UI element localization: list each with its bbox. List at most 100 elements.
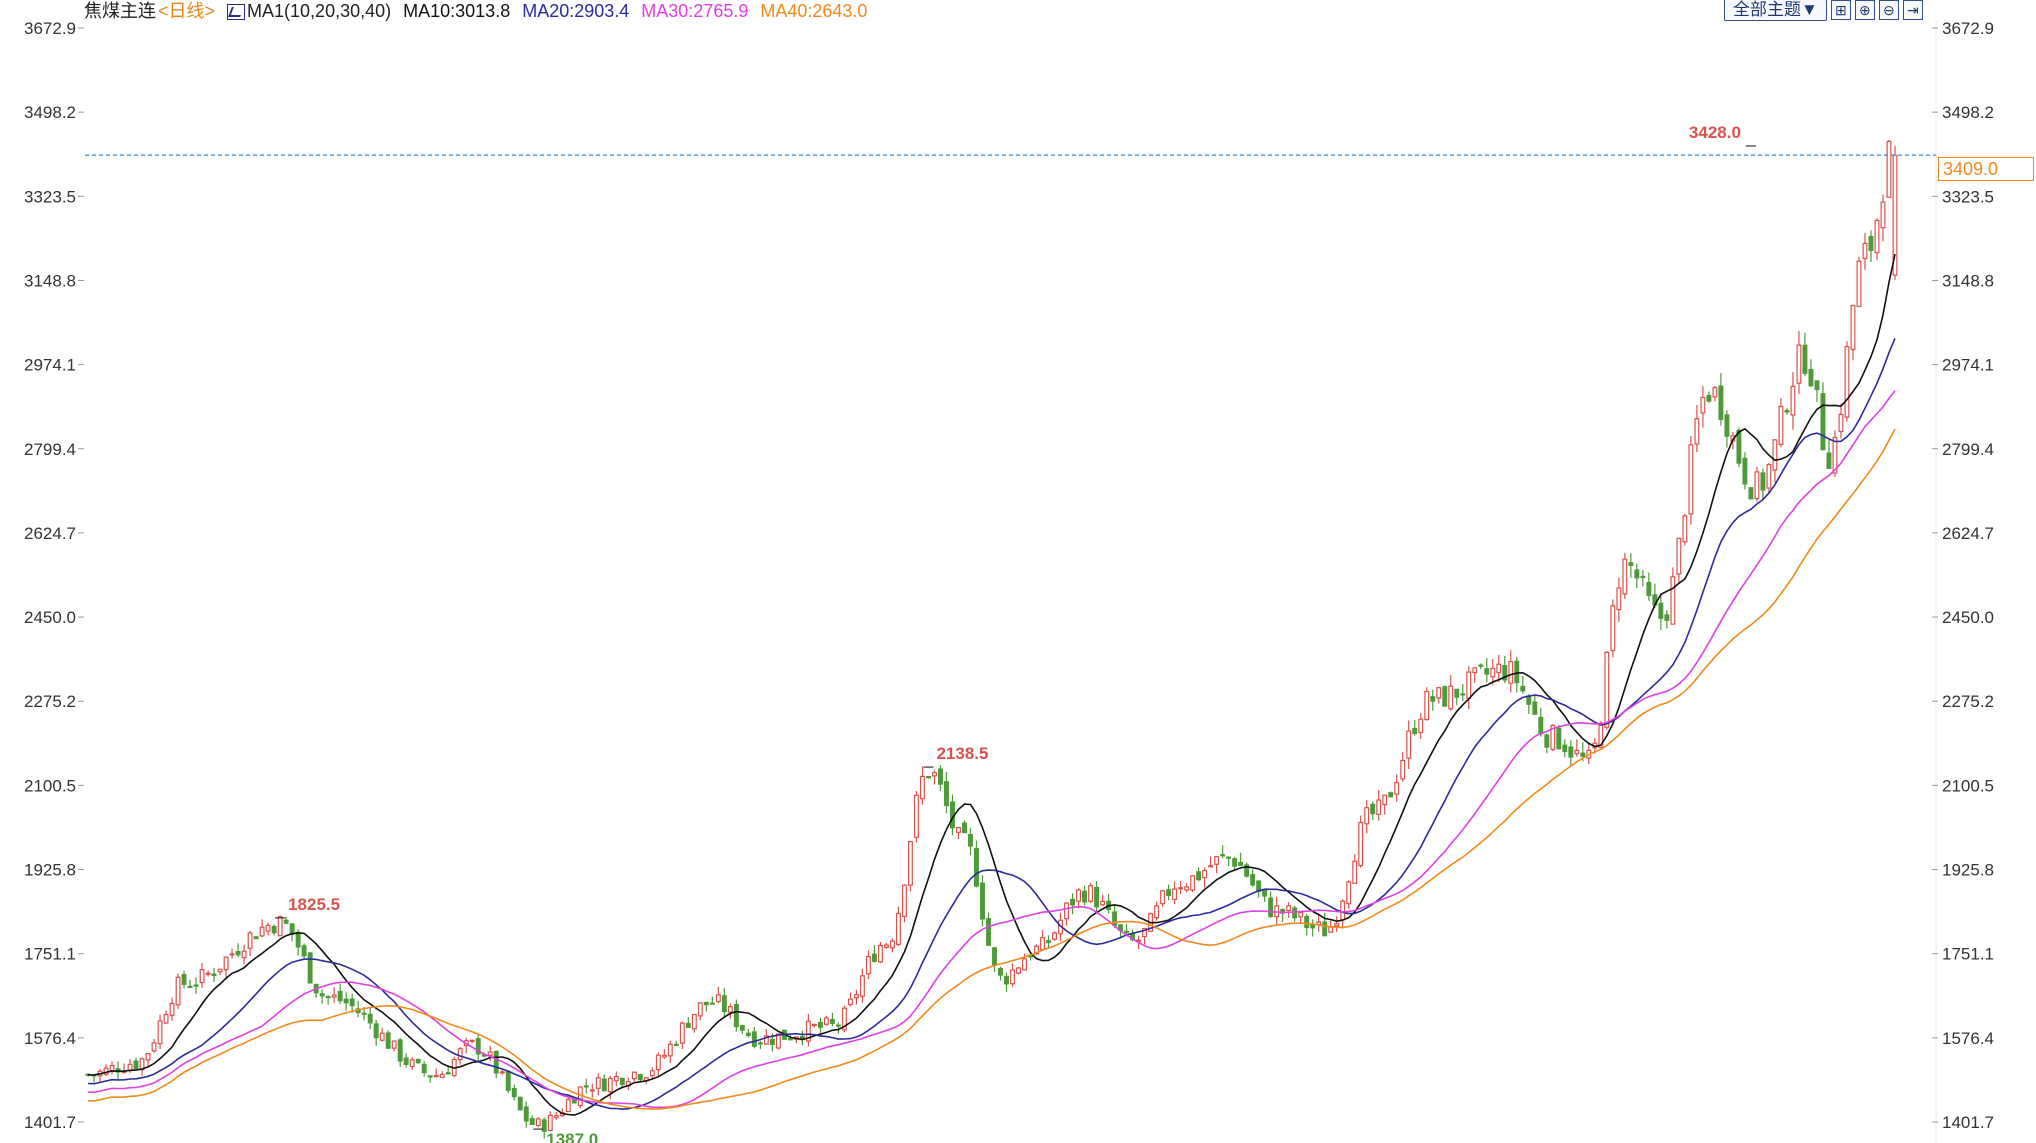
- y-tick-label-right: 1401.7: [1942, 1113, 1994, 1132]
- candle-up: [1088, 885, 1094, 902]
- candle-up: [853, 994, 859, 999]
- y-tick-label-right: 2624.7: [1942, 524, 1994, 543]
- candle-down: [283, 919, 289, 924]
- candle-up: [457, 1048, 463, 1061]
- candle-up: [907, 841, 913, 886]
- candle-down: [1814, 380, 1820, 391]
- candle-up: [1052, 932, 1057, 940]
- candle-up: [1208, 865, 1214, 868]
- candle-up: [913, 794, 919, 838]
- y-tick-label-left: 1576.4: [24, 1029, 76, 1048]
- candle-up: [1472, 667, 1478, 674]
- candle-up: [715, 994, 721, 1003]
- candle-down: [751, 1031, 757, 1047]
- annotation-label: 2138.5: [936, 744, 988, 763]
- candle-down: [337, 990, 343, 1002]
- candle-down: [367, 1013, 373, 1024]
- candle-up: [1436, 687, 1442, 699]
- candle-up: [595, 1077, 601, 1089]
- theme-select-button[interactable]: 全部主题▼: [1724, 0, 1827, 21]
- candle-up: [1364, 807, 1370, 825]
- candle-down: [295, 931, 301, 948]
- ma30-line: [87, 390, 1896, 1109]
- candle-down: [133, 1060, 139, 1070]
- candle-down: [962, 822, 967, 834]
- candle-down: [992, 947, 997, 966]
- candle-down: [1004, 975, 1009, 985]
- candle-down: [637, 1074, 643, 1081]
- candle-up: [499, 1071, 505, 1074]
- candle-up: [247, 932, 253, 949]
- candle-down: [1502, 664, 1508, 681]
- candle-down: [619, 1077, 625, 1085]
- candle-down: [733, 1003, 739, 1028]
- y-tick-label-right: 1576.4: [1942, 1029, 1994, 1048]
- candle-down: [769, 1038, 775, 1045]
- y-tick-label-left: 3498.2: [24, 103, 76, 122]
- chart-legend: 焦煤主连 <日线> MA1(10,20,30,40) MA10:3013.8 M…: [84, 0, 867, 22]
- candle-down: [1748, 487, 1754, 500]
- candle-down: [493, 1050, 499, 1074]
- candle-down: [517, 1096, 523, 1111]
- candle-down: [1094, 886, 1100, 908]
- candle-up: [229, 953, 235, 956]
- y-tick-label-right: 2450.0: [1942, 608, 1994, 627]
- candle-up: [1856, 260, 1862, 308]
- y-tick-label-right: 3323.5: [1942, 187, 1994, 206]
- candle-up: [613, 1076, 619, 1082]
- candle-down: [1802, 344, 1808, 374]
- candle-down: [529, 1117, 535, 1126]
- candle-up: [859, 975, 865, 997]
- candle-down: [1706, 394, 1712, 402]
- candle-down: [703, 1001, 709, 1006]
- candle-up: [199, 969, 205, 984]
- candle-up: [1688, 444, 1694, 515]
- annotation-label: 1825.5: [288, 895, 340, 914]
- y-axis-left: 3672.9 3498.2 3323.5 3148.8 2974.1 2799.4 2624…: [24, 19, 84, 1132]
- candle-down: [235, 950, 241, 956]
- candle-down: [211, 973, 217, 977]
- move-right-icon[interactable]: ⇥: [1902, 0, 1923, 20]
- candle-down: [1514, 660, 1520, 684]
- grid-icon[interactable]: ⊞: [1830, 0, 1851, 20]
- candle-up: [265, 924, 271, 932]
- y-tick-label-left: 1925.8: [24, 861, 76, 880]
- candle-up: [1754, 471, 1760, 500]
- candle-down: [1520, 685, 1526, 692]
- candle-down: [739, 1025, 745, 1031]
- candle-up: [1016, 967, 1021, 974]
- candle-up: [169, 1002, 175, 1016]
- candle-down: [1544, 734, 1550, 748]
- candle-down: [601, 1078, 607, 1092]
- candle-down: [757, 1042, 763, 1045]
- candle-up: [1064, 902, 1070, 920]
- y-tick-label-right: 1751.1: [1942, 945, 1994, 964]
- zoom-in-icon[interactable]: ⊕: [1854, 0, 1875, 20]
- period-label[interactable]: <日线>: [158, 1, 216, 21]
- candle-down: [1196, 871, 1202, 881]
- zoom-out-icon[interactable]: ⊖: [1878, 0, 1899, 20]
- candle-up: [1382, 794, 1388, 806]
- candle-down: [721, 995, 727, 1013]
- candle-down: [1628, 562, 1634, 566]
- candle-down: [1664, 614, 1670, 621]
- ma20-line: [87, 338, 1896, 1111]
- candle-down: [349, 998, 355, 1007]
- candle-up: [1400, 759, 1406, 780]
- ma-settings-group[interactable]: MA1(10,20,30,40): [227, 0, 391, 22]
- ma-chart-icon[interactable]: [227, 4, 246, 21]
- candle-down: [1640, 575, 1646, 579]
- candle-down: [301, 945, 307, 957]
- candle-down: [1220, 854, 1226, 857]
- candle-up: [589, 1089, 595, 1092]
- candle-up: [1676, 537, 1682, 575]
- candle-up: [1214, 856, 1220, 865]
- candle-up: [241, 950, 247, 959]
- candle-up: [631, 1071, 637, 1080]
- ma40-line: [87, 428, 1896, 1110]
- candle-down: [1388, 792, 1394, 798]
- candle-down: [787, 1038, 793, 1041]
- candle-up: [932, 772, 937, 777]
- candle-down: [926, 775, 931, 779]
